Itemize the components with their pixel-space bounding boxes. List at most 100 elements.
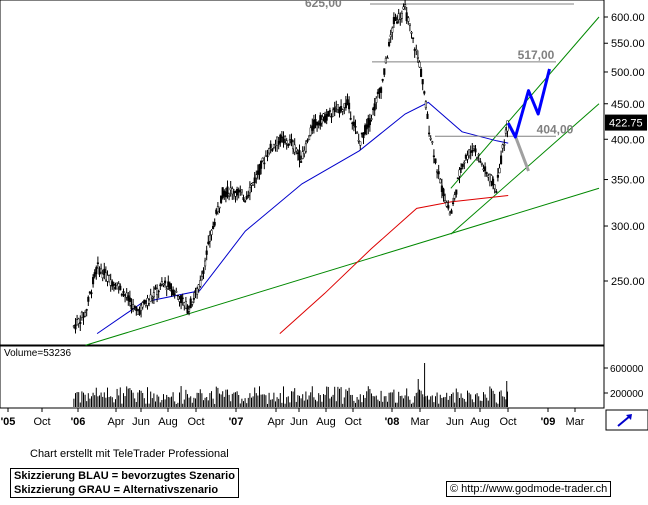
candle-body <box>304 143 307 152</box>
candle-body <box>477 154 480 156</box>
moving-average-line <box>279 195 509 334</box>
candle-body <box>210 230 213 235</box>
price-tick-label: 350.00 <box>611 175 645 187</box>
candle-body <box>384 57 387 64</box>
candle-body <box>196 288 199 295</box>
candle-body <box>328 110 331 112</box>
candle-body <box>391 27 394 33</box>
candle-body <box>212 225 215 230</box>
candle-body <box>244 200 247 202</box>
candle-body <box>90 292 93 294</box>
candle-body <box>242 197 245 201</box>
candle-body <box>266 155 269 158</box>
price-chart: 625,00 517,00 404,00 600000 200000 600.00 55… <box>0 0 648 431</box>
candle-body <box>282 137 285 144</box>
candle-body <box>285 140 288 144</box>
candle-body <box>426 113 429 119</box>
candle-body <box>402 6 405 10</box>
x-tick-label: Oct <box>33 416 50 428</box>
price-tick-label: 400.00 <box>611 134 645 146</box>
candle-body <box>370 118 373 120</box>
candle-body <box>312 119 315 129</box>
level-label: 404,00 <box>537 122 574 136</box>
x-tick-label: Jun <box>290 416 308 428</box>
candle-body <box>159 284 162 287</box>
candle-body <box>416 57 419 59</box>
candle-body <box>314 119 317 122</box>
candle-body <box>218 206 221 209</box>
candle-body <box>354 126 357 128</box>
candle-body <box>346 99 349 104</box>
candle-body <box>284 136 287 140</box>
candle-body <box>357 139 360 142</box>
candle-body <box>455 189 458 195</box>
candle-body <box>298 150 301 161</box>
candle-body <box>165 288 168 290</box>
level-label: 625,00 <box>305 0 342 10</box>
x-tick-label: Oct <box>344 416 361 428</box>
website-link[interactable]: © http://www.godmode-trader.ch <box>446 481 612 497</box>
candle-body <box>375 97 378 103</box>
candle-body <box>333 107 336 113</box>
price-tick-label: 550.00 <box>611 38 645 50</box>
candle-body <box>85 309 88 311</box>
website-url[interactable]: http://www.godmode-trader.ch <box>461 483 608 495</box>
candle-body <box>197 284 200 290</box>
candle-body <box>340 106 343 112</box>
share-icon[interactable] <box>605 409 648 431</box>
x-tick-label: Jun <box>132 416 150 428</box>
candle-body <box>461 163 464 167</box>
candle-body <box>290 139 293 144</box>
candle-body <box>119 285 122 291</box>
candle-body <box>200 276 203 281</box>
candle-body <box>418 61 421 68</box>
candle-body <box>228 194 231 197</box>
candle-body <box>466 155 469 160</box>
candle-body <box>450 210 453 214</box>
candle-body <box>341 109 344 112</box>
x-tick-label: Oct <box>187 416 204 428</box>
candle-body <box>388 41 391 46</box>
candle-body <box>490 175 493 182</box>
candle-body <box>476 157 479 159</box>
candle-body <box>368 119 371 126</box>
candle-body <box>261 157 264 162</box>
candle-body <box>263 162 266 165</box>
candle-body <box>247 194 250 197</box>
candle-body <box>362 132 365 139</box>
x-tick-label: '07 <box>229 416 244 428</box>
x-tick-label: Apr <box>267 416 284 428</box>
candle-body <box>303 150 306 154</box>
candle-body <box>309 127 312 136</box>
candle-body <box>330 116 333 118</box>
candle-body <box>429 138 432 140</box>
candle-body <box>389 34 392 37</box>
candle-body <box>444 200 447 203</box>
candle-body <box>452 202 455 205</box>
candle-body <box>108 275 111 283</box>
candle-body <box>93 272 96 277</box>
candle-body <box>152 292 155 298</box>
candle-body <box>202 270 205 274</box>
candle-body <box>164 280 167 284</box>
volume-label: Volume=53236 <box>4 348 71 359</box>
candle-body <box>101 273 104 279</box>
candle-body <box>484 166 487 172</box>
candle-body <box>485 172 488 174</box>
candle-body <box>308 135 311 141</box>
candle-body <box>125 292 128 298</box>
price-panel <box>0 0 605 346</box>
price-tick-label: 250.00 <box>611 276 645 288</box>
candle-body <box>381 79 384 81</box>
candle-body <box>280 136 283 139</box>
x-tick-label: Apr <box>107 416 124 428</box>
candle-body <box>380 87 383 93</box>
copyright-icon: © <box>450 483 459 495</box>
volume-panel <box>0 345 605 409</box>
candle-body <box>79 322 82 324</box>
candle-body <box>128 297 131 302</box>
candle-body <box>133 305 136 308</box>
candle-body <box>248 187 251 194</box>
candle-body <box>421 79 424 85</box>
